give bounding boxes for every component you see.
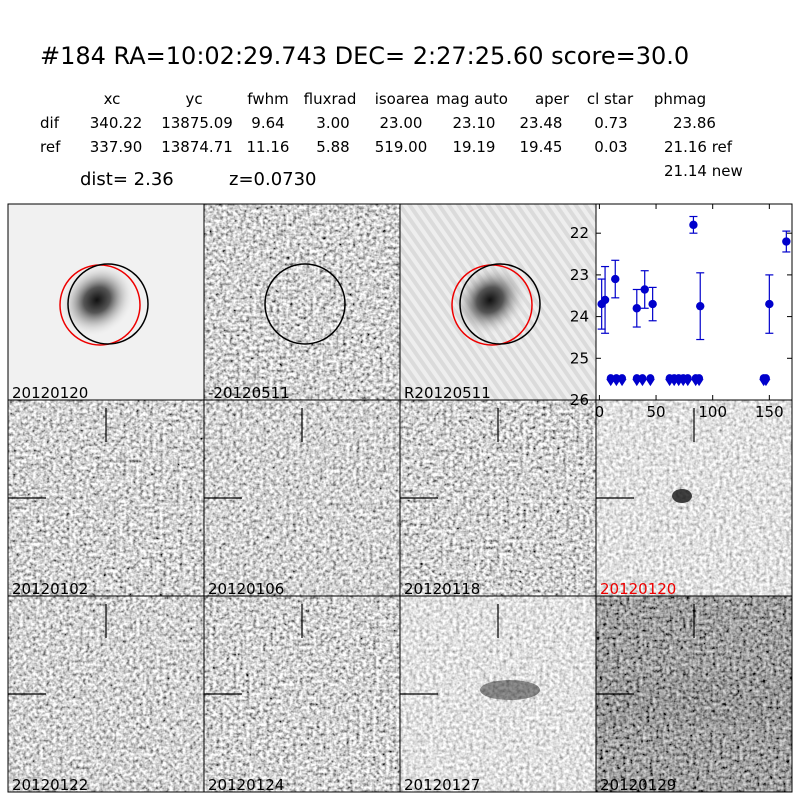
cell: 337.90 xyxy=(90,138,143,156)
column-header: mag auto xyxy=(436,90,508,108)
limit-point xyxy=(645,374,655,387)
column-header: phmag xyxy=(654,90,706,108)
point xyxy=(600,295,610,305)
column-header: aper xyxy=(535,90,570,108)
column-header: isoarea xyxy=(375,90,430,108)
cell: 3.00 xyxy=(316,114,349,132)
cell: 19.19 xyxy=(453,138,496,156)
marker xyxy=(695,374,704,383)
cell: 23.86 xyxy=(673,114,716,132)
row-label: ref xyxy=(40,138,61,156)
limit-point xyxy=(683,374,693,387)
point xyxy=(640,285,649,294)
cell: 21.14 new xyxy=(664,162,743,180)
cell: 21.16 ref xyxy=(664,138,733,156)
x-tick-label: 50 xyxy=(646,403,665,421)
y-tick-label: 25 xyxy=(570,349,589,367)
cell: 19.45 xyxy=(520,138,563,156)
plot-frame xyxy=(595,203,793,401)
point xyxy=(632,304,641,313)
panel-label: 20120129 xyxy=(600,776,676,794)
marker xyxy=(646,374,655,383)
cell: 13875.09 xyxy=(161,114,233,132)
title: #184 RA=10:02:29.743 DEC= 2:27:25.60 sco… xyxy=(40,42,689,70)
source xyxy=(672,489,692,503)
panel-label: 20120120 xyxy=(600,580,676,598)
panel-label: 20120122 xyxy=(12,776,88,794)
cell: 0.73 xyxy=(594,114,627,132)
limit-point xyxy=(694,374,704,387)
image-panel xyxy=(400,204,596,400)
cell: 23.10 xyxy=(453,114,496,132)
row-label: dif xyxy=(40,114,60,132)
cell: 5.88 xyxy=(316,138,349,156)
cell: 9.64 xyxy=(251,114,284,132)
stripes xyxy=(596,676,792,726)
marker xyxy=(638,374,647,383)
panel-label: 20120127 xyxy=(404,776,480,794)
x-tick-label: 0 xyxy=(595,403,605,421)
limit-point xyxy=(761,374,771,387)
panel-border xyxy=(595,595,793,793)
cell: 340.22 xyxy=(90,114,143,132)
dist: dist= 2.36 xyxy=(80,169,174,190)
y-tick-label: 26 xyxy=(570,391,589,409)
point xyxy=(765,299,774,309)
cell: 11.16 xyxy=(247,138,290,156)
panel-label: 20120124 xyxy=(208,776,284,794)
panel-label: -20120511 xyxy=(208,384,290,402)
cell: 13874.71 xyxy=(161,138,233,156)
x-tick-label: 100 xyxy=(698,403,727,421)
y-tick-label: 23 xyxy=(570,266,589,284)
y-tick-label: 22 xyxy=(570,224,589,242)
limit-point xyxy=(637,374,647,387)
image-panel xyxy=(204,204,400,400)
column-header: cl star xyxy=(587,90,634,108)
column-header: yc xyxy=(185,90,202,108)
marker xyxy=(618,374,627,383)
cell: 519.00 xyxy=(375,138,428,156)
redshift: z=0.0730 xyxy=(229,169,317,190)
point xyxy=(689,220,698,230)
light-curve: 22 23 24 25 26 0 50 100 150 xyxy=(570,203,793,421)
point xyxy=(782,237,791,246)
cell: 0.03 xyxy=(594,138,627,156)
plot-background xyxy=(596,204,792,400)
cell: 23.48 xyxy=(520,114,563,132)
x-tick-label: 150 xyxy=(755,403,784,421)
column-header: fluxrad xyxy=(304,90,357,108)
panel-labels: 20120120 -20120511 R20120511 20120102 201201… xyxy=(12,384,676,794)
source xyxy=(480,680,540,700)
panel-label: R20120511 xyxy=(404,384,491,402)
point xyxy=(696,301,705,311)
column-header: xc xyxy=(104,90,121,108)
panel-label: 20120106 xyxy=(208,580,284,598)
point xyxy=(648,299,657,309)
cell: 23.00 xyxy=(380,114,423,132)
marker xyxy=(683,374,692,383)
stats-table: xc yc fwhm fluxrad isoarea mag auto aper cl sta… xyxy=(40,90,743,180)
panel-label: 20120120 xyxy=(12,384,88,402)
marker xyxy=(761,374,770,383)
point xyxy=(611,274,620,284)
limit-point xyxy=(617,374,627,387)
panel-label: 20120118 xyxy=(404,580,480,598)
cutouts xyxy=(7,203,793,793)
panel-label: 20120102 xyxy=(12,580,88,598)
image-panel xyxy=(8,204,204,400)
column-header: fwhm xyxy=(247,90,288,108)
y-tick-label: 24 xyxy=(570,308,589,326)
